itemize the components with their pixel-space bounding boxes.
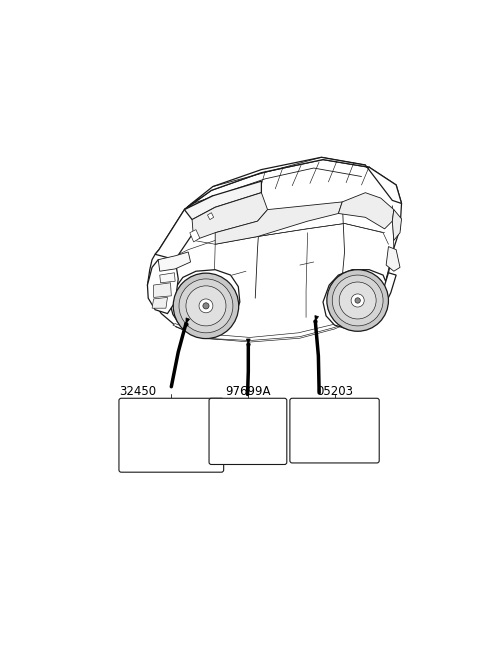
Polygon shape (184, 181, 262, 220)
FancyBboxPatch shape (290, 398, 379, 463)
Polygon shape (386, 247, 400, 271)
Polygon shape (154, 283, 171, 297)
Ellipse shape (179, 279, 233, 333)
Polygon shape (147, 159, 402, 340)
FancyBboxPatch shape (119, 398, 224, 472)
Ellipse shape (327, 270, 388, 331)
Text: CAUTION: CAUTION (228, 402, 267, 411)
Polygon shape (173, 319, 358, 342)
FancyBboxPatch shape (209, 398, 287, 464)
Polygon shape (186, 318, 190, 323)
Polygon shape (338, 193, 394, 229)
Polygon shape (392, 210, 402, 240)
Polygon shape (170, 270, 240, 335)
Ellipse shape (173, 273, 239, 338)
Text: 32450: 32450 (120, 384, 157, 398)
Polygon shape (192, 193, 267, 240)
Ellipse shape (332, 275, 383, 326)
Polygon shape (152, 297, 168, 308)
Polygon shape (315, 316, 319, 321)
Text: 05203: 05203 (316, 384, 353, 398)
Ellipse shape (186, 286, 226, 326)
Polygon shape (207, 213, 214, 220)
Ellipse shape (355, 298, 360, 303)
Text: 97699A: 97699A (225, 384, 270, 398)
Polygon shape (369, 273, 396, 321)
Polygon shape (184, 157, 402, 210)
Polygon shape (160, 273, 175, 283)
Polygon shape (158, 252, 191, 271)
Polygon shape (147, 260, 178, 314)
Polygon shape (155, 195, 223, 260)
Polygon shape (215, 202, 342, 244)
Polygon shape (323, 270, 388, 329)
Ellipse shape (199, 299, 213, 313)
Ellipse shape (351, 294, 364, 307)
Ellipse shape (339, 282, 376, 319)
Polygon shape (246, 339, 250, 344)
Ellipse shape (203, 303, 209, 309)
Polygon shape (190, 230, 200, 242)
